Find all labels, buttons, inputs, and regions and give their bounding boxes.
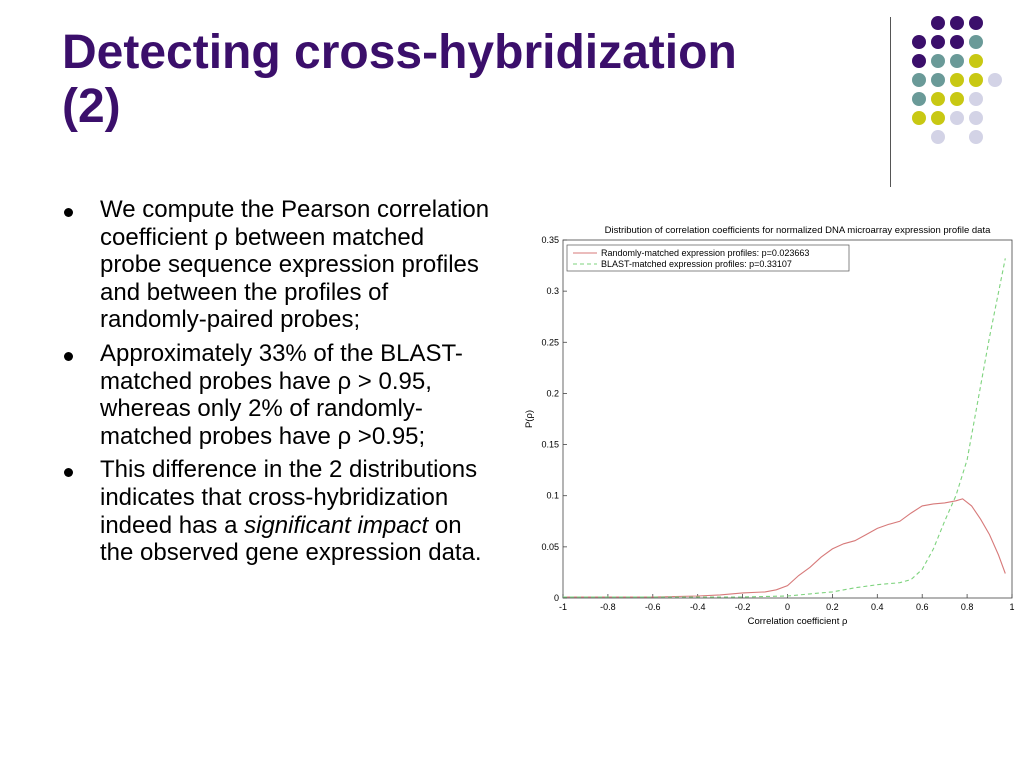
x-tick-label: 0.2 bbox=[826, 602, 839, 612]
decorative-dot bbox=[950, 16, 964, 30]
bullet-icon bbox=[64, 468, 73, 478]
decorative-dot bbox=[969, 130, 983, 144]
x-tick-label: -0.6 bbox=[645, 602, 661, 612]
series-line bbox=[563, 498, 1006, 598]
decorative-dot bbox=[931, 54, 945, 68]
decorative-dot bbox=[912, 111, 926, 125]
bullet-icon bbox=[64, 351, 73, 361]
chart-legend: Randomly-matched expression profiles: p=… bbox=[566, 244, 850, 272]
y-tick-label: 0.1 bbox=[546, 491, 559, 501]
decorative-dot bbox=[931, 130, 945, 144]
decorative-dot bbox=[931, 16, 945, 30]
decorative-dot bbox=[950, 92, 964, 106]
y-axis-label: P(ρ) bbox=[524, 410, 535, 428]
decorative-dot bbox=[969, 73, 983, 87]
bullet-text-part: This difference in the 2 distributions i… bbox=[100, 456, 478, 539]
slide-title: Detecting cross-hybridization (2) bbox=[62, 26, 862, 134]
bullet-text-part: on the observed gene expression data. bbox=[100, 511, 482, 567]
decorative-dot bbox=[912, 35, 926, 49]
x-tick-label: -0.2 bbox=[735, 602, 751, 612]
legend-label: Randomly-matched expression profiles: p=… bbox=[601, 248, 809, 258]
x-tick-label: 0.8 bbox=[961, 602, 974, 612]
decorative-dot bbox=[969, 111, 983, 125]
x-tick-label: 0.4 bbox=[871, 602, 884, 612]
legend-label: BLAST-matched expression profiles: p=0.3… bbox=[601, 259, 792, 269]
decorative-dot bbox=[969, 92, 983, 106]
bullet-text-emphasis: significant impact bbox=[244, 511, 429, 539]
bullet-list: We compute the Pearson correlation coeff… bbox=[62, 196, 492, 573]
decorative-dot bbox=[931, 73, 945, 87]
bullet-text: We compute the Pearson correlation coeff… bbox=[100, 196, 490, 334]
y-tick-label: 0.25 bbox=[541, 337, 559, 347]
header-divider bbox=[890, 17, 891, 187]
slide-title-line1: Detecting cross-hybridization bbox=[62, 26, 737, 79]
x-tick-label: 0.6 bbox=[916, 602, 929, 612]
decorative-dot bbox=[931, 92, 945, 106]
chart-container: Distribution of correlation coefficients… bbox=[520, 218, 1020, 628]
x-tick-label: 1 bbox=[1009, 602, 1014, 612]
x-tick-label: -0.8 bbox=[600, 602, 616, 612]
bullet-icon bbox=[64, 208, 73, 217]
decorative-dot bbox=[931, 111, 945, 125]
x-tick-label: -1 bbox=[559, 602, 567, 612]
decorative-dot bbox=[969, 54, 983, 68]
chart-title: Distribution of correlation coefficients… bbox=[605, 225, 992, 236]
line-chart: Distribution of correlation coefficients… bbox=[524, 225, 1015, 627]
y-tick-label: 0.35 bbox=[541, 235, 559, 245]
decorative-dot bbox=[969, 35, 983, 49]
decorative-dot bbox=[950, 54, 964, 68]
decorative-dot bbox=[912, 92, 926, 106]
bullet-text: Approximately 33% of the BLAST-matched p… bbox=[100, 339, 463, 450]
y-tick-label: 0.05 bbox=[541, 542, 559, 552]
decorative-dot bbox=[950, 35, 964, 49]
bullet-text: This difference in the 2 distributions i… bbox=[100, 456, 482, 566]
decorative-dot bbox=[912, 54, 926, 68]
decorative-dot bbox=[969, 16, 983, 30]
legend-box bbox=[566, 244, 850, 272]
bullet-item: We compute the Pearson correlation coeff… bbox=[62, 196, 492, 334]
decorative-dot bbox=[912, 73, 926, 87]
decorative-dot bbox=[950, 73, 964, 87]
x-axis-label: Correlation coefficient ρ bbox=[748, 616, 848, 627]
bullet-item: Approximately 33% of the BLAST-matched p… bbox=[62, 340, 492, 450]
series-line bbox=[563, 258, 1006, 598]
decorative-dot bbox=[931, 35, 945, 49]
decorative-dot-grid bbox=[912, 16, 1002, 144]
y-tick-label: 0.3 bbox=[546, 286, 559, 296]
y-tick-label: 0.2 bbox=[546, 388, 559, 398]
x-tick-label: -0.4 bbox=[690, 602, 706, 612]
decorative-dot bbox=[988, 73, 1002, 87]
bullet-item: This difference in the 2 distributions i… bbox=[62, 456, 492, 566]
decorative-dot bbox=[950, 111, 964, 125]
plot-area bbox=[562, 239, 1013, 599]
slide-title-line2: (2) bbox=[62, 80, 121, 133]
y-tick-label: 0 bbox=[554, 593, 559, 603]
y-tick-label: 0.15 bbox=[541, 440, 559, 450]
x-tick-label: 0 bbox=[785, 602, 790, 612]
